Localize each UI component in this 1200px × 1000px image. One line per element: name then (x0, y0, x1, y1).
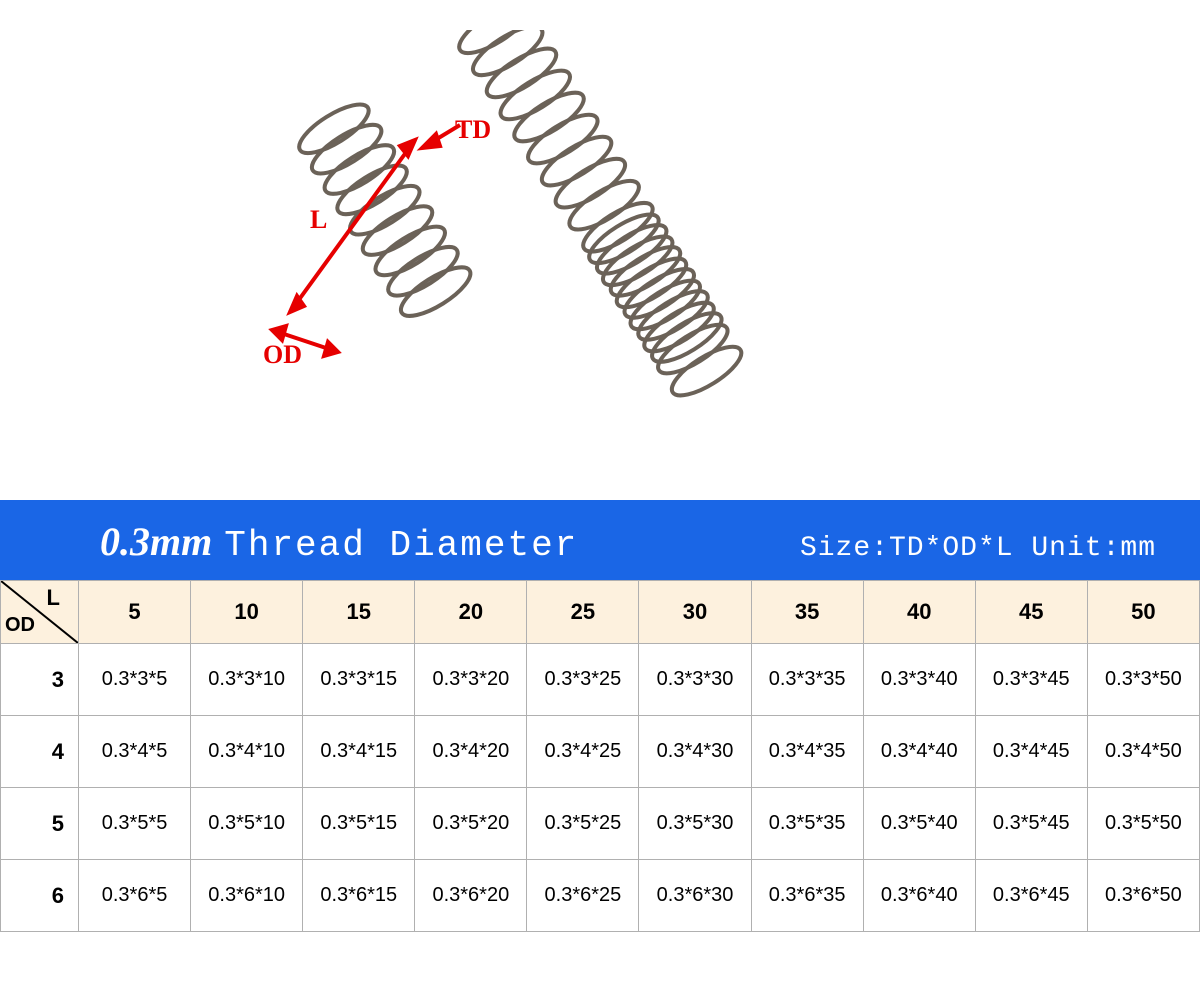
table-cell: 0.3*3*45 (975, 644, 1087, 716)
table-cell: 0.3*5*45 (975, 788, 1087, 860)
table-cell: 0.3*5*35 (751, 788, 863, 860)
table-cell: 0.3*6*5 (79, 860, 191, 932)
table-col-header: 45 (975, 581, 1087, 644)
table-cell: 0.3*4*5 (79, 716, 191, 788)
table-cell: 0.3*4*25 (527, 716, 639, 788)
table-cell: 0.3*3*35 (751, 644, 863, 716)
title-bar: 0.3mm Thread Diameter Size:TD*OD*L Unit:… (0, 500, 1200, 580)
table-cell: 0.3*5*50 (1087, 788, 1199, 860)
table-cell: 0.3*5*10 (191, 788, 303, 860)
table-col-header: 40 (863, 581, 975, 644)
table-cell: 0.3*3*25 (527, 644, 639, 716)
table-row-header: 3 (1, 644, 79, 716)
table-col-header: 30 (639, 581, 751, 644)
size-table: OD L 5101520253035404550 30.3*3*50.3*3*1… (0, 580, 1200, 932)
table-col-header: 5 (79, 581, 191, 644)
table-row: 40.3*4*50.3*4*100.3*4*150.3*4*200.3*4*25… (1, 716, 1200, 788)
table-body: 30.3*3*50.3*3*100.3*3*150.3*3*200.3*3*25… (1, 644, 1200, 932)
table-cell: 0.3*3*40 (863, 644, 975, 716)
table-header-row: OD L 5101520253035404550 (1, 581, 1200, 644)
table-col-header: 20 (415, 581, 527, 644)
table-cell: 0.3*5*15 (303, 788, 415, 860)
table-col-header: 50 (1087, 581, 1199, 644)
table-cell: 0.3*4*15 (303, 716, 415, 788)
springs-svg (260, 30, 820, 490)
table-cell: 0.3*4*10 (191, 716, 303, 788)
table-cell: 0.3*6*50 (1087, 860, 1199, 932)
table-cell: 0.3*4*35 (751, 716, 863, 788)
diagram-label-od: OD (263, 340, 302, 370)
corner-row-label: OD (5, 614, 35, 637)
table-cell: 0.3*5*20 (415, 788, 527, 860)
table-cell: 0.3*3*5 (79, 644, 191, 716)
table-row: 50.3*5*50.3*5*100.3*5*150.3*5*200.3*5*25… (1, 788, 1200, 860)
corner-col-label: L (47, 585, 60, 611)
title-mm: 0.3mm (100, 518, 212, 565)
table-cell: 0.3*5*40 (863, 788, 975, 860)
table-col-header: 15 (303, 581, 415, 644)
spring-diagram: TD L OD (0, 0, 1200, 500)
diagram-label-l: L (310, 205, 327, 235)
table-cell: 0.3*3*30 (639, 644, 751, 716)
title-text: Thread Diameter (224, 525, 578, 566)
table-col-header: 10 (191, 581, 303, 644)
table-cell: 0.3*6*35 (751, 860, 863, 932)
table-cell: 0.3*4*40 (863, 716, 975, 788)
table-row: 60.3*6*50.3*6*100.3*6*150.3*6*200.3*6*25… (1, 860, 1200, 932)
table-cell: 0.3*3*10 (191, 644, 303, 716)
table-cell: 0.3*3*50 (1087, 644, 1199, 716)
table-cell: 0.3*5*30 (639, 788, 751, 860)
title-size: Size:TD*OD*L Unit:mm (800, 533, 1156, 564)
table-cell: 0.3*5*25 (527, 788, 639, 860)
table-cell: 0.3*3*15 (303, 644, 415, 716)
table-cell: 0.3*6*10 (191, 860, 303, 932)
table-cell: 0.3*4*45 (975, 716, 1087, 788)
table-cell: 0.3*6*25 (527, 860, 639, 932)
table-row-header: 6 (1, 860, 79, 932)
table-col-header: 25 (527, 581, 639, 644)
table-corner-cell: OD L (1, 581, 79, 644)
table-cell: 0.3*5*5 (79, 788, 191, 860)
table-cell: 0.3*6*30 (639, 860, 751, 932)
table-cell: 0.3*6*40 (863, 860, 975, 932)
table-cell: 0.3*6*20 (415, 860, 527, 932)
table-col-header: 35 (751, 581, 863, 644)
table-cell: 0.3*4*30 (639, 716, 751, 788)
diagram-label-td: TD (455, 115, 491, 145)
table-cell: 0.3*4*20 (415, 716, 527, 788)
table-row-header: 5 (1, 788, 79, 860)
table-cell: 0.3*6*15 (303, 860, 415, 932)
table-cell: 0.3*4*50 (1087, 716, 1199, 788)
table-cell: 0.3*6*45 (975, 860, 1087, 932)
table-row: 30.3*3*50.3*3*100.3*3*150.3*3*200.3*3*25… (1, 644, 1200, 716)
table-cell: 0.3*3*20 (415, 644, 527, 716)
table-row-header: 4 (1, 716, 79, 788)
